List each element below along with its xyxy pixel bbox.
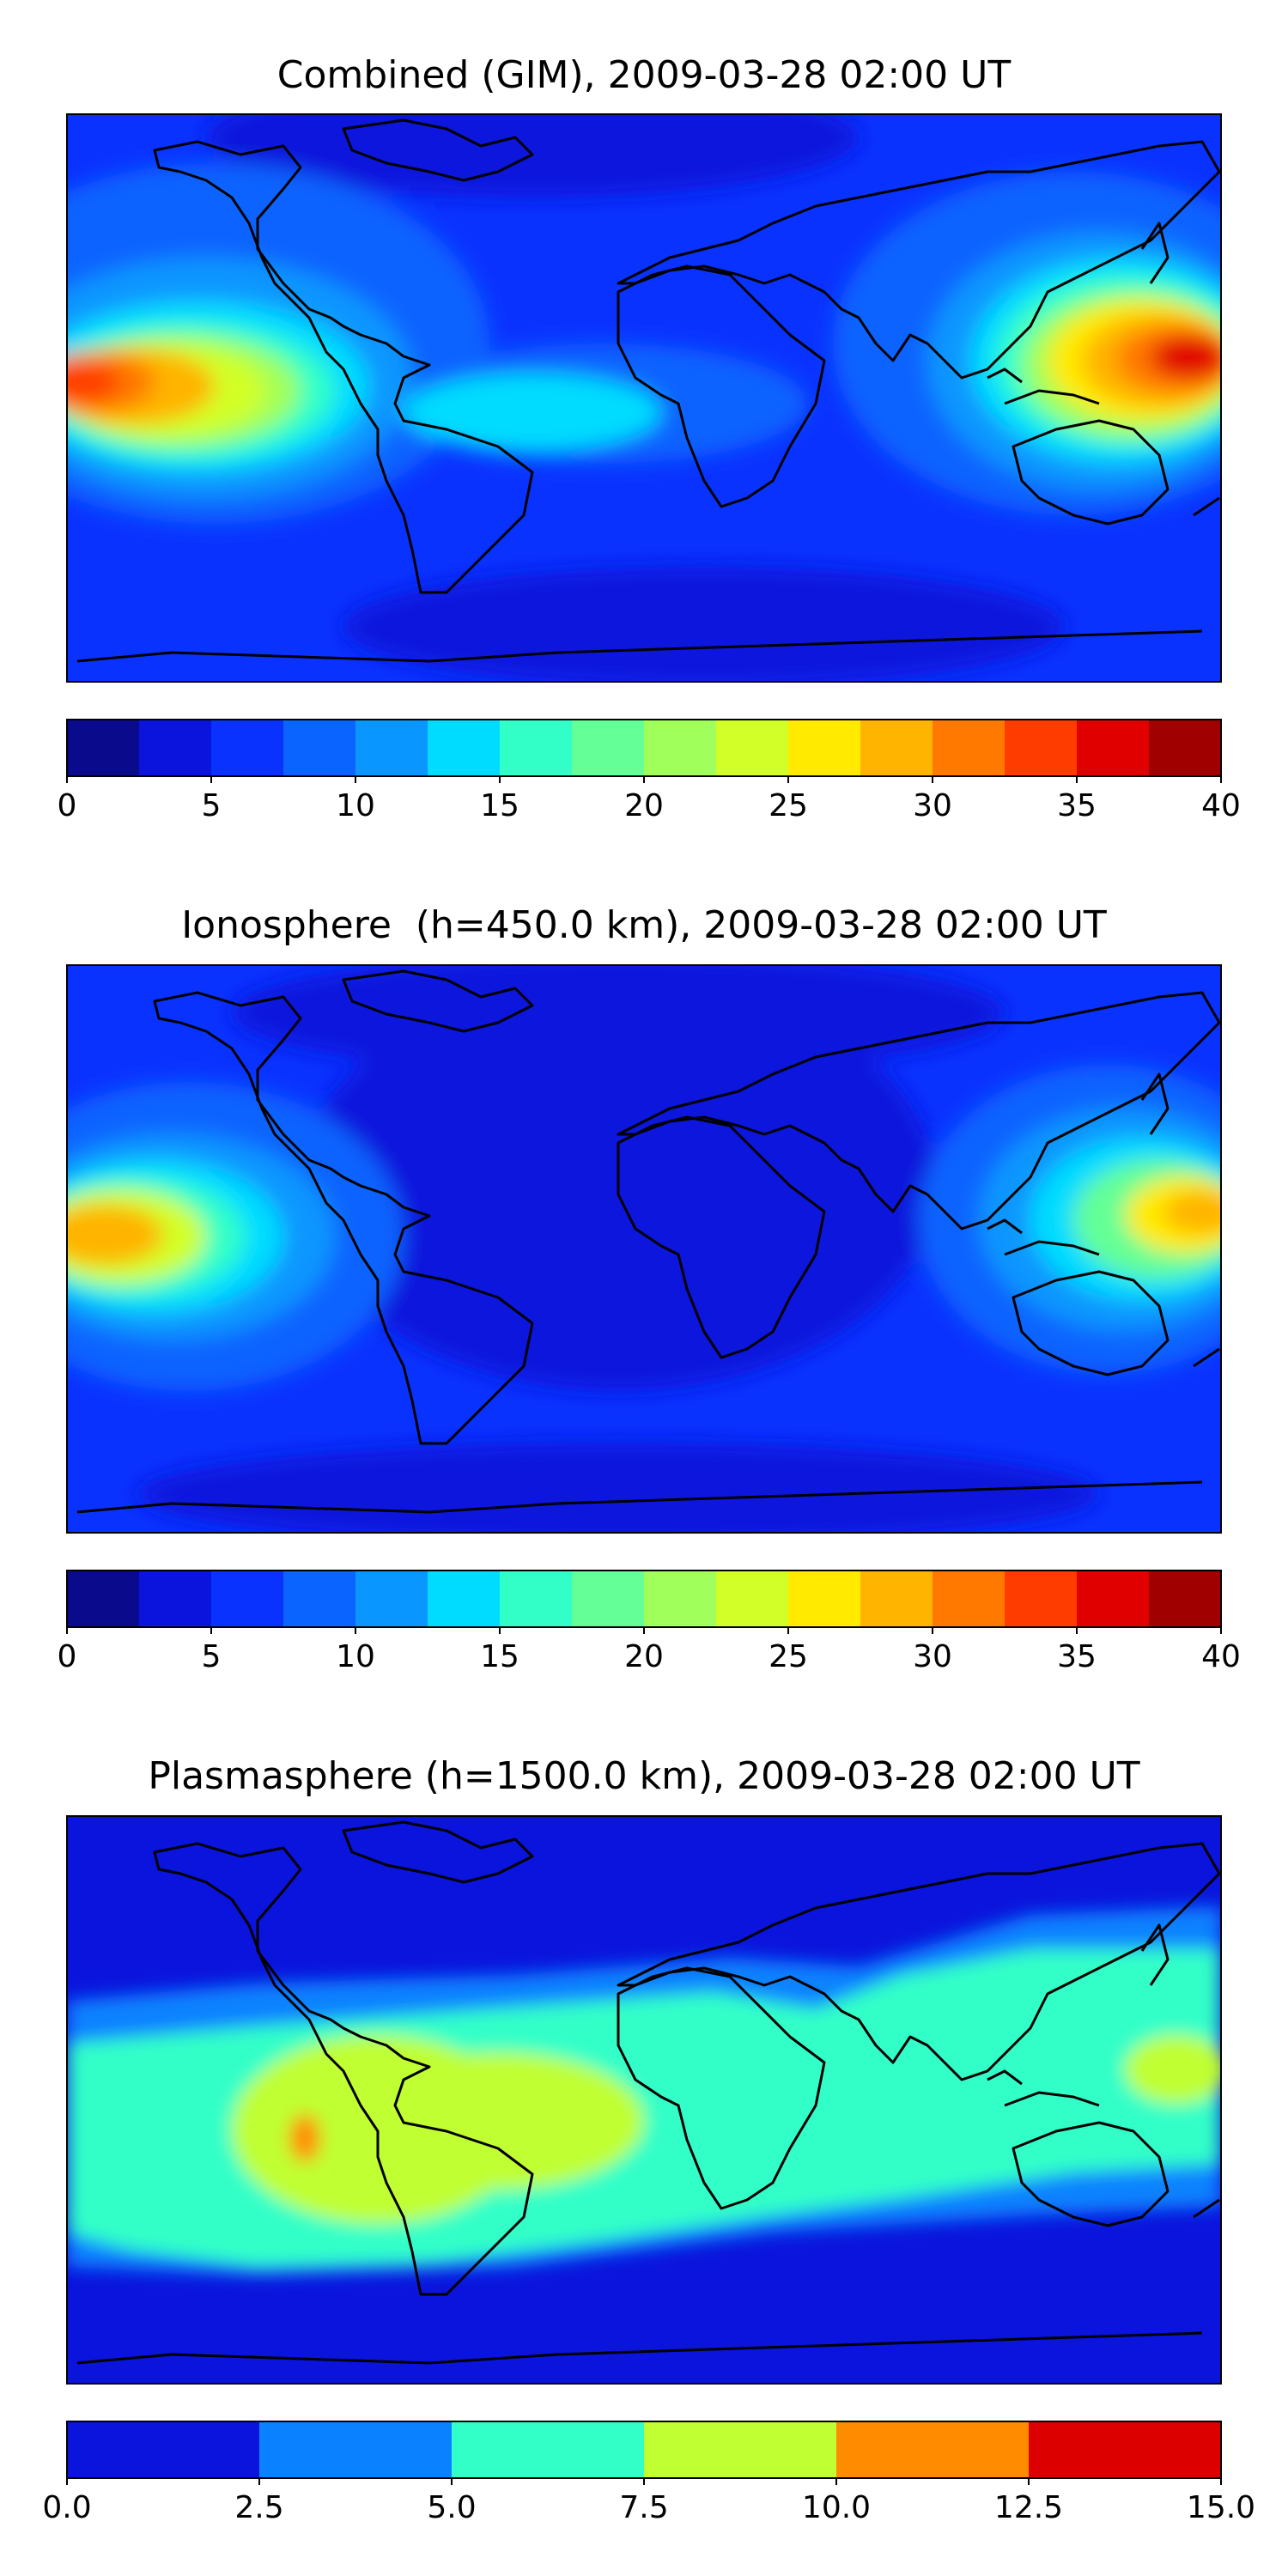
- colorbar-segment: [836, 2421, 1030, 2478]
- map-svg: 0 5 10 15 20 25 30 35 40: [58, 964, 1241, 1674]
- colorbar-segment: [933, 720, 1005, 776]
- colorbar-tick-label: 15: [480, 1639, 519, 1674]
- panel-plasmasphere: Plasmasphere (h=1500.0 km), 2009-03-28 0…: [0, 1717, 1288, 2576]
- colorbar-tick-label: 25: [769, 1639, 808, 1674]
- colorbar-segment: [139, 1571, 212, 1627]
- colorbar-segment: [283, 1571, 356, 1627]
- colorbar-segment: [644, 720, 717, 776]
- colorbar-segment: [1029, 2421, 1222, 2478]
- colorbar-segment: [1149, 1571, 1222, 1627]
- map-frame: [66, 113, 1222, 683]
- tec-field: [67, 1816, 1221, 2384]
- colorbar-segment: [860, 1571, 933, 1627]
- map-frame: [66, 1815, 1222, 2385]
- panel-title: Ionosphere (h=450.0 km), 2009-03-28 02:0…: [181, 903, 1107, 947]
- colorbar-segment: [644, 1571, 717, 1627]
- colorbar-segment: [644, 2421, 837, 2478]
- colorbar-segment: [283, 720, 356, 776]
- colorbar-segment: [788, 720, 861, 776]
- colorbar-segment: [67, 1571, 140, 1627]
- coastlines: [76, 118, 1221, 663]
- colorbar-segment: [452, 2421, 645, 2478]
- colorbar-segment: [355, 720, 428, 776]
- colorbar-tick-label: 10: [336, 1639, 375, 1674]
- colorbar: 0.0 2.5 5.0 7.5 10.0 12.5 15.0: [42, 2421, 1255, 2525]
- coastlines: [76, 1820, 1221, 2365]
- colorbar-segment: [67, 720, 140, 776]
- colorbar-segment: [716, 1571, 789, 1627]
- colorbar-tick-label: 20: [624, 1639, 664, 1674]
- colorbar-segment: [67, 2421, 260, 2478]
- colorbar-segment: [259, 2421, 453, 2478]
- colorbar-tick-label: 40: [1201, 788, 1241, 823]
- colorbar-tick-label: 0.0: [42, 2490, 91, 2525]
- panel-combined: Combined (GIM), 2009-03-28 02:00 UT: [0, 0, 1288, 859]
- colorbar-segment: [428, 1571, 501, 1627]
- panel-title: Combined (GIM), 2009-03-28 02:00 UT: [276, 53, 1012, 97]
- colorbar: 0 5 10 15 20 25 30 35 40: [58, 719, 1241, 823]
- tec-field: [67, 114, 1221, 682]
- colorbar-tick-label: 7.5: [619, 2490, 668, 2525]
- map-svg: 0.0 2.5 5.0 7.5 10.0 12.5 15.0: [42, 1815, 1255, 2525]
- coastlines: [76, 969, 1221, 1514]
- colorbar-segment: [355, 1571, 428, 1627]
- map-frame: [66, 964, 1222, 1534]
- colorbar-segment: [716, 720, 789, 776]
- colorbar: 0 5 10 15 20 25 30 35 40: [58, 1570, 1241, 1674]
- colorbar-segment: [788, 1571, 861, 1627]
- colorbar-tick-label: 20: [624, 788, 664, 823]
- colorbar-tick-label: 15.0: [1187, 2490, 1255, 2525]
- colorbar-tick-label: 15: [480, 788, 519, 823]
- colorbar-segment: [1077, 1571, 1150, 1627]
- colorbar-tick-label: 5: [202, 788, 222, 823]
- colorbar-segment: [500, 1571, 573, 1627]
- colorbar-segment: [500, 720, 573, 776]
- colorbar-tick-label: 30: [913, 1639, 952, 1674]
- tec-field: [67, 965, 1221, 1533]
- colorbar-segment: [860, 720, 933, 776]
- colorbar-tick-label: 0: [58, 788, 77, 823]
- colorbar-tick-label: 12.5: [994, 2490, 1063, 2525]
- colorbar-segment: [211, 720, 284, 776]
- panel-ionosphere: Ionosphere (h=450.0 km), 2009-03-28 02:0…: [0, 859, 1288, 1717]
- colorbar-tick-label: 0: [58, 1639, 77, 1674]
- colorbar-segment: [1005, 720, 1078, 776]
- colorbar-tick-label: 40: [1201, 1639, 1241, 1674]
- colorbar-segment: [572, 720, 645, 776]
- colorbar-segment: [933, 1571, 1005, 1627]
- colorbar-tick-label: 35: [1057, 1639, 1097, 1674]
- colorbar-segment: [428, 720, 501, 776]
- colorbar-tick-label: 25: [769, 788, 808, 823]
- colorbar-segment: [572, 1571, 645, 1627]
- colorbar-segment: [1077, 720, 1150, 776]
- colorbar-tick-label: 10.0: [802, 2490, 871, 2525]
- colorbar-segment: [211, 1571, 284, 1627]
- colorbar-tick-label: 35: [1057, 788, 1097, 823]
- colorbar-segment: [1149, 720, 1222, 776]
- colorbar-tick-label: 30: [913, 788, 952, 823]
- colorbar-tick-label: 10: [336, 788, 375, 823]
- map-svg: 0 5 10 15 20 25 30 35 40: [58, 113, 1241, 823]
- colorbar-tick-label: 5.0: [427, 2490, 476, 2525]
- colorbar-segment: [1005, 1571, 1078, 1627]
- colorbar-tick-label: 2.5: [234, 2490, 283, 2525]
- colorbar-tick-label: 5: [202, 1639, 222, 1674]
- panel-title: Plasmasphere (h=1500.0 km), 2009-03-28 0…: [148, 1754, 1140, 1798]
- colorbar-segment: [139, 720, 212, 776]
